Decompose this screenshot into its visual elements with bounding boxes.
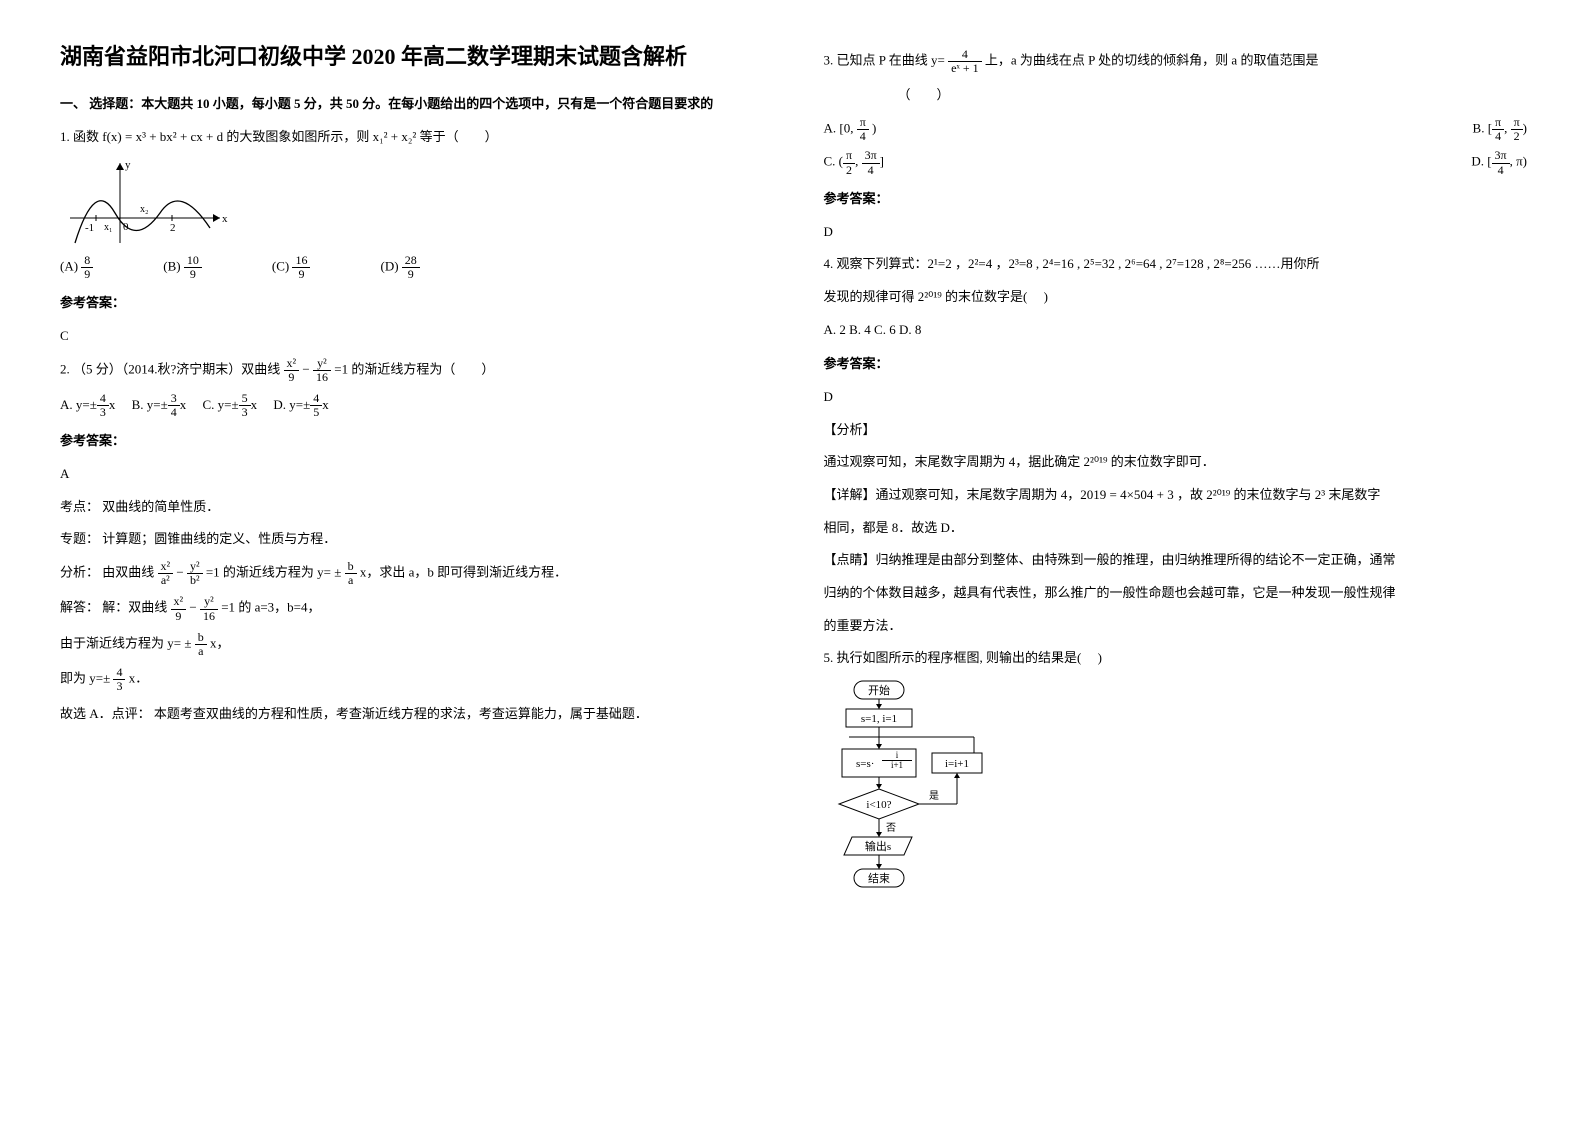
q2-optB: B. y=±34x [132,397,187,412]
svg-text:x₂: x₂ [140,204,149,215]
q2-optC: C. y=±53x [203,397,258,412]
q3-row2: C. (π2, 3π4] D. [3π4, π) [824,149,1528,176]
q1-ans-label: 参考答案： [60,291,764,316]
q2-l5: 由于渐近线方程为 y= ± ba x， [60,631,764,658]
q4-a1: 【分析】 [824,418,1528,443]
q2-optD: D. y=±45x [273,397,328,412]
q2-l2: 专题： 计算题；圆锥曲线的定义、性质与方程． [60,527,764,552]
svg-text:-1: -1 [85,222,94,234]
q2-options: A. y=±43x B. y=±34x C. y=±53x D. y=±45x [60,392,764,419]
q3-ans-label: 参考答案： [824,187,1528,212]
q2-l4: 解答： 解：双曲线 x²9 − y²16 =1 的 a=3，b=4， [60,595,764,622]
svg-text:s=s·: s=s· [856,758,874,770]
q3-ans: D [824,220,1528,245]
q2-ans-label: 参考答案： [60,429,764,454]
right-column: 3. 已知点 P 在曲线 y= 4eˣ + 1 上，a 为曲线在点 P 处的切线… [824,40,1528,915]
q2-optA: A. y=±43x [60,397,115,412]
q4-a7: 的重要方法． [824,614,1528,639]
q4-ans-label: 参考答案： [824,352,1528,377]
q4-a2: 通过观察可知，末尾数字周期为 4，据此确定 2²⁰¹⁹ 的末位数字即可． [824,450,1528,475]
q1-optC: (C) 169 [272,254,311,281]
q1-graph: x y -1 0 x₁ x₂ 2 [60,158,230,248]
q3-optD: D. [3π4, π) [1471,149,1527,176]
doc-title: 湖南省益阳市北河口初级中学 2020 年高二数学理期末试题含解析 [60,40,764,73]
q3-row1: A. [0, π4 ) B. [π4, π2) [824,116,1528,143]
q4-a6: 归纳的个体数目越多，越具有代表性，那么推广的一般性命题也会越可靠，它是一种发现一… [824,581,1528,606]
section-1-head: 一、 选择题：本大题共 10 小题，每小题 5 分，共 50 分。在每小题给出的… [60,93,764,115]
svg-text:x₁: x₁ [104,222,113,233]
left-column: 湖南省益阳市北河口初级中学 2020 年高二数学理期末试题含解析 一、 选择题：… [60,40,764,915]
q4-opts: A. 2 B. 4 C. 6 D. 8 [824,318,1528,343]
q4-a5: 【点睛】归纳推理是由部分到整体、由特殊到一般的推理，由归纳推理所得的结论不一定正… [824,548,1528,573]
q3-optB: B. [π4, π2) [1473,116,1527,143]
q2-l6: 即为 y=± 43 x． [60,666,764,693]
q3-optC: C. (π2, 3π4] [824,149,884,176]
svg-text:结束: 结束 [868,872,890,885]
q5-text: 5. 执行如图所示的程序框图, 则输出的结果是( ) [824,646,1528,671]
q4-a3: 【详解】通过观察可知，末尾数字周期为 4，2019 = 4×504 + 3 ，故… [824,483,1528,508]
q1-options: (A) 89 (B) 109 (C) 169 (D) 289 [60,254,764,281]
q5-flowchart: 开始 s=1, i=1 s=s· i i+1 i=i+1 [824,679,1024,909]
svg-text:s=1, i=1: s=1, i=1 [860,713,896,725]
svg-text:0: 0 [123,221,129,233]
q4-text2: 发现的规律可得 2²⁰¹⁹ 的末位数字是( ) [824,285,1528,310]
q1-ans: C [60,324,764,349]
q4-text: 4. 观察下列算式：2¹=2 ，2²=4 ，2³=8 , 2⁴=16 , 2⁵=… [824,252,1528,277]
svg-text:2: 2 [170,222,176,234]
svg-text:输出s: 输出s [864,839,890,853]
q4-a4: 相同，都是 8．故选 D． [824,516,1528,541]
svg-text:i<10?: i<10? [866,799,891,811]
q2-l1: 考点： 双曲线的简单性质． [60,495,764,520]
svg-text:x: x [222,213,228,225]
q3-blank: （ ） [824,83,1024,108]
q1-optB: (B) 109 [163,254,202,281]
svg-text:是: 是 [929,790,939,802]
q2-ans: A [60,462,764,487]
q2-l3: 分析： 由双曲线 x²a² − y²b² =1 的渐近线方程为 y= ± ba … [60,560,764,587]
svg-text:y: y [125,159,131,171]
q1-optD: (D) 289 [380,254,419,281]
q1-optA: (A) 89 [60,254,93,281]
q3-text: 3. 已知点 P 在曲线 y= 4eˣ + 1 上，a 为曲线在点 P 处的切线… [824,48,1528,75]
q4-ans: D [824,385,1528,410]
svg-text:开始: 开始 [868,683,890,697]
q2-text: 2. （5 分）（2014.秋?济宁期末）双曲线 x²9 − y²16 =1 的… [60,357,764,384]
q3-optA: A. [0, π4 ) [824,116,877,143]
q2-l7: 故选 A．点评： 本题考查双曲线的方程和性质，考查渐近线方程的求法，考查运算能力… [60,702,764,727]
q1-text: 1. 函数 f(x) = x³ + bx² + cx + d 的大致图象如图所示… [60,125,764,150]
svg-text:否: 否 [886,822,896,834]
svg-text:i=i+1: i=i+1 [944,758,968,770]
